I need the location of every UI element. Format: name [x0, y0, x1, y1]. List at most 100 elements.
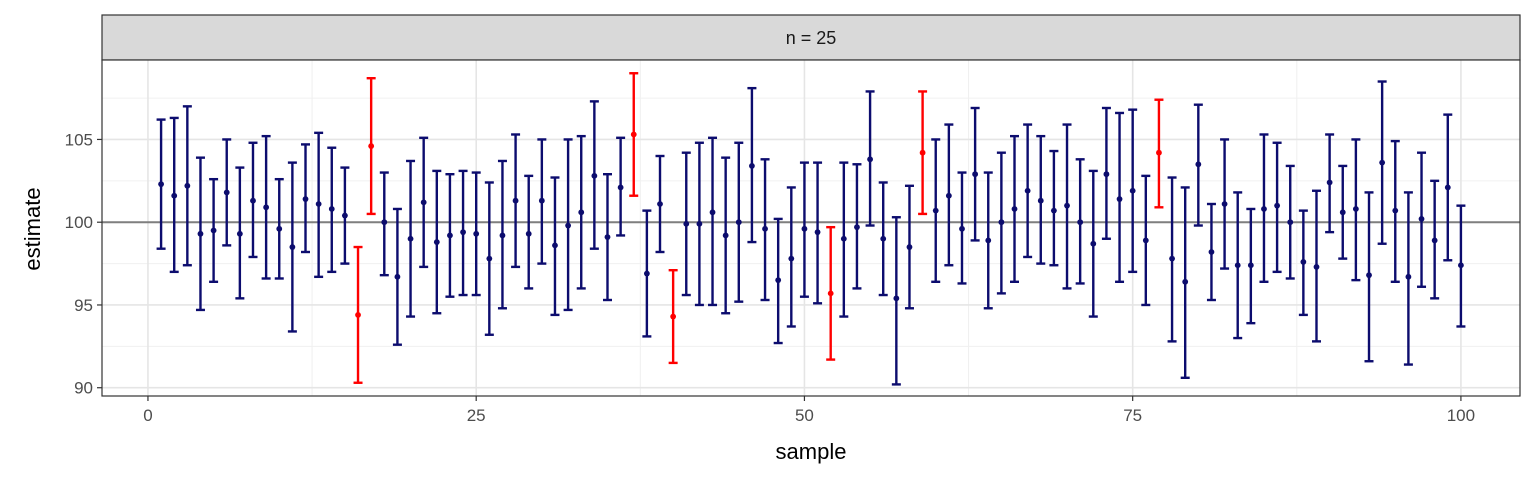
estimate-point — [749, 163, 755, 169]
error-bar — [1233, 191, 1243, 340]
estimate-point — [1103, 171, 1110, 178]
error-bar — [1154, 98, 1164, 209]
estimate-point — [565, 222, 572, 229]
error-bar — [944, 123, 954, 267]
estimate-point — [1024, 187, 1031, 194]
estimate-point — [1326, 179, 1333, 186]
x-tick-label: 25 — [467, 406, 486, 425]
error-bar — [458, 169, 468, 297]
error-bar — [511, 133, 521, 269]
estimate-point — [171, 192, 178, 199]
error-bar — [760, 158, 770, 302]
error-bar — [891, 216, 901, 386]
error-bar — [747, 86, 757, 244]
error-bar — [629, 72, 639, 197]
estimate-point — [447, 232, 453, 239]
facet-strip: n = 25 — [101, 14, 1521, 61]
error-bar — [602, 173, 612, 302]
error-bar — [209, 177, 219, 283]
error-bar — [694, 141, 704, 307]
error-bar — [773, 217, 783, 345]
error-bar — [616, 136, 626, 237]
estimate-point — [1011, 206, 1018, 212]
error-bar — [327, 146, 337, 274]
y-axis: 90 95 100 105 — [65, 130, 102, 398]
error-bar — [931, 138, 941, 283]
error-bar — [1220, 138, 1230, 270]
estimate-point — [919, 149, 926, 156]
error-bar — [1101, 106, 1111, 240]
error-bar — [1036, 134, 1046, 265]
estimate-point — [867, 156, 873, 163]
error-bar — [1456, 204, 1466, 328]
error-bar — [1351, 138, 1361, 282]
estimate-point — [381, 219, 388, 226]
x-tick-label: 75 — [1123, 406, 1142, 425]
error-bar — [786, 186, 796, 328]
estimate-point — [394, 273, 401, 280]
estimate-point — [355, 311, 361, 318]
error-bar — [366, 77, 376, 216]
estimate-point — [552, 242, 558, 249]
estimate-point — [1379, 159, 1386, 166]
error-bar — [799, 161, 809, 298]
estimate-point — [814, 229, 821, 236]
estimate-point — [250, 197, 256, 204]
error-bar — [1311, 189, 1321, 343]
estimate-point — [972, 171, 979, 178]
error-bar — [1180, 186, 1190, 379]
error-bar — [1010, 134, 1020, 283]
estimate-point — [289, 244, 296, 250]
error-bar — [314, 131, 324, 279]
y-tick-label: 95 — [74, 296, 93, 315]
estimate-point — [1313, 263, 1320, 270]
error-bar — [970, 106, 980, 242]
estimate-point — [1458, 262, 1464, 269]
facet-strip-label: n = 25 — [786, 28, 837, 48]
estimate-point — [420, 199, 427, 206]
error-bar — [1049, 149, 1059, 267]
estimate-point — [959, 225, 965, 232]
estimate-point — [276, 225, 283, 232]
estimate-point — [473, 230, 480, 237]
error-bar — [996, 151, 1006, 295]
estimate-point — [1287, 219, 1294, 226]
error-bar — [353, 245, 363, 384]
estimate-point — [762, 225, 768, 232]
error-bar — [406, 159, 416, 318]
estimate-point — [670, 313, 677, 320]
error-bar — [576, 134, 586, 290]
estimate-point — [722, 232, 729, 239]
estimate-point — [643, 270, 650, 277]
estimate-point — [788, 255, 795, 262]
estimate-point — [1050, 207, 1057, 214]
error-bar — [918, 90, 928, 216]
estimate-point — [158, 181, 164, 188]
estimate-point — [197, 230, 204, 237]
estimate-point — [538, 197, 545, 204]
estimate-point — [1156, 149, 1162, 156]
plot-panel — [101, 59, 1521, 397]
error-bar — [1206, 202, 1216, 302]
error-bar — [471, 171, 481, 297]
panel-border — [101, 59, 1521, 397]
estimate-point — [696, 220, 703, 227]
estimate-point — [709, 209, 716, 216]
estimate-point — [1142, 237, 1149, 244]
estimate-point — [525, 230, 532, 237]
estimate-point — [341, 212, 348, 219]
error-bar — [1417, 151, 1427, 288]
estimate-point — [1339, 209, 1346, 216]
estimate-point — [1234, 262, 1241, 269]
estimate-point — [617, 184, 624, 191]
error-bar — [721, 156, 731, 315]
error-bar — [1141, 174, 1151, 307]
error-bar — [1364, 191, 1374, 363]
error-bar — [1115, 111, 1125, 283]
error-bar — [432, 169, 442, 315]
error-bar — [708, 136, 718, 307]
error-bar — [642, 209, 652, 338]
error-bar — [589, 100, 599, 250]
estimate-point — [1274, 202, 1281, 209]
estimate-point — [604, 234, 611, 241]
